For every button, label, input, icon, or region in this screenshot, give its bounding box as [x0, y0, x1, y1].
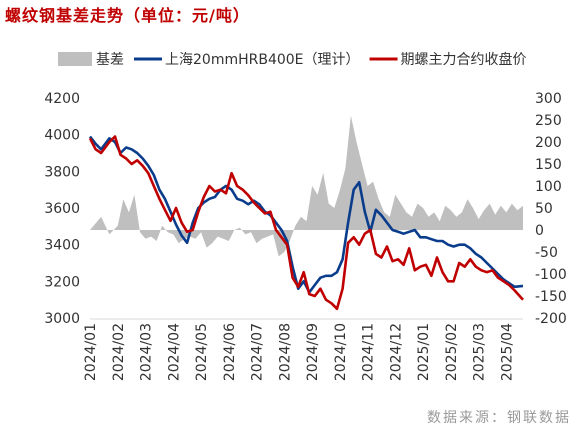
plot-area — [88, 115, 524, 311]
x-tick-label: 2024/07 — [250, 323, 266, 381]
right-tick-label: 100 — [535, 179, 562, 195]
series-basis-area — [90, 115, 523, 257]
legend-label: 基差 — [96, 51, 124, 68]
x-tick-label: 2024/06 — [222, 323, 238, 381]
x-tick-label: 2024/10 — [333, 323, 349, 381]
x-tick-label: 2024/09 — [305, 323, 321, 381]
right-tick-label: 300 — [535, 91, 562, 107]
x-axis: 2024/01 2024/02 2024/03 2024/04 2024/05 2024/… — [83, 318, 523, 381]
left-tick-label: 4000 — [44, 128, 80, 144]
data-source: 数据来源：钢联数据 — [427, 410, 571, 426]
left-axis: 4200 4000 3800 3600 3400 3200 3000 — [44, 91, 80, 327]
left-tick-label: 4200 — [44, 91, 80, 107]
right-tick-label: 200 — [535, 135, 562, 151]
x-tick-label: 2024/03 — [139, 323, 155, 381]
x-tick-label: 2025/02 — [444, 323, 460, 381]
legend-label: 上海20mmHRB400E（理计） — [165, 52, 360, 68]
left-tick-label: 3400 — [44, 238, 80, 254]
left-tick-label: 3000 — [44, 311, 80, 327]
legend-basis-swatch — [58, 52, 92, 66]
right-tick-label: 250 — [535, 113, 562, 129]
x-tick-label: 2024/08 — [277, 323, 293, 381]
x-tick-label: 2024/04 — [166, 323, 182, 381]
x-tick-label: 2024/12 — [388, 323, 404, 381]
left-tick-label: 3800 — [44, 164, 80, 180]
series-futures-line — [88, 135, 524, 311]
x-tick-label: 2025/01 — [416, 323, 432, 381]
right-tick-label: 150 — [535, 157, 562, 173]
right-tick-label: -50 — [535, 245, 558, 261]
x-tick-label: 2024/02 — [111, 323, 127, 381]
left-tick-label: 3200 — [44, 274, 80, 290]
x-tick-label: 2024/05 — [194, 323, 210, 381]
x-tick-label: 2024/11 — [361, 323, 377, 381]
x-tick-label: 2025/03 — [472, 323, 488, 381]
right-tick-label: -200 — [535, 311, 567, 327]
chart-legend: 基差 上海20mmHRB400E（理计） 期螺主力合约收盘价 — [58, 51, 527, 68]
x-tick-label: 2024/01 — [83, 323, 99, 381]
right-axis: 300 250 200 150 100 50 0 -50 -100 -150 -200 — [535, 91, 567, 327]
chart-title: 螺纹钢基差走势（单位：元/吨） — [5, 6, 250, 25]
right-tick-label: -100 — [535, 267, 567, 283]
right-tick-label: -150 — [535, 289, 567, 305]
legend-label: 期螺主力合约收盘价 — [401, 51, 527, 68]
left-tick-label: 3600 — [44, 201, 80, 217]
right-tick-label: 0 — [535, 223, 544, 239]
x-tick-label: 2025/04 — [499, 323, 515, 381]
right-tick-label: 50 — [535, 201, 553, 217]
